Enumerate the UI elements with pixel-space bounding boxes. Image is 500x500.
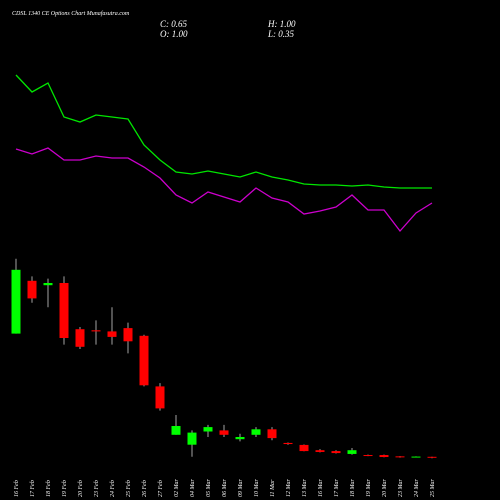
candle-body — [299, 444, 309, 452]
candle-body — [75, 329, 85, 347]
candle-body — [251, 429, 261, 435]
indicator-line — [15, 147, 433, 233]
candle-body — [107, 331, 117, 337]
high-label: H: 1.00 — [267, 19, 296, 29]
x-tick-label: 20 Mar — [382, 479, 388, 497]
candle-body — [171, 426, 181, 435]
candle-body — [363, 455, 373, 457]
candle-body — [283, 442, 293, 445]
candle-body — [219, 430, 229, 435]
candle-body — [347, 450, 357, 454]
x-tick-label: 11 Mar — [270, 479, 276, 497]
candle-body — [395, 456, 405, 458]
x-tick-label: 13 Mar — [302, 479, 308, 497]
x-tick-label: 04 Mar — [189, 479, 196, 497]
x-tick-label: 05 Mar — [206, 479, 212, 497]
x-tick-label: 02 Mar — [174, 479, 180, 497]
candle-body — [123, 328, 133, 342]
candle-body — [11, 269, 21, 334]
x-tick-label: 09 Mar — [238, 479, 244, 497]
candle-body — [331, 451, 341, 454]
candle-body — [379, 455, 389, 458]
candle-body — [139, 335, 149, 386]
x-tick-label: 25 Feb — [126, 480, 132, 497]
candle-body — [155, 386, 165, 409]
x-tick-label: 06 Mar — [222, 479, 228, 497]
candle-body — [43, 283, 53, 286]
close-label: C: 0.65 — [160, 19, 188, 29]
x-tick-label: 20 Feb — [78, 480, 84, 497]
x-tick-label: 10 Mar — [254, 479, 260, 497]
x-tick-label: 27 Feb — [158, 480, 164, 497]
x-tick-label: 12 Mar — [286, 479, 292, 497]
chart-title: CDSL 1340 CE Options Chart Munafasutra.c… — [12, 10, 130, 17]
candle-body — [203, 427, 213, 432]
low-label: L: 0.35 — [267, 29, 295, 39]
x-tick-label: 23 Mar — [398, 479, 404, 497]
indicator-line — [15, 74, 432, 189]
x-tick-label: 17 Feb — [30, 480, 36, 497]
x-tick-label: 19 Feb — [62, 480, 68, 497]
x-tick-label: 17 Mar — [334, 479, 340, 497]
candle-body — [27, 280, 37, 299]
candle-body — [59, 283, 69, 338]
candle-body — [315, 450, 325, 452]
x-tick-label: 18 Feb — [46, 480, 52, 497]
candle-body — [187, 432, 197, 445]
x-tick-label: 19 Mar — [366, 479, 372, 497]
candle-body — [235, 437, 245, 440]
x-tick-label: 23 Feb — [94, 480, 100, 497]
candle-body — [411, 456, 421, 458]
candle-body — [427, 456, 437, 458]
candle-body — [267, 429, 277, 439]
x-tick-label: 16 Mar — [318, 479, 324, 497]
x-tick-label: 24 Feb — [109, 480, 116, 497]
x-tick-label: 26 Feb — [142, 480, 148, 497]
open-label: O: 1.00 — [160, 29, 188, 39]
x-tick-label: 18 Mar — [350, 479, 356, 497]
x-tick-label: 24 Mar — [413, 479, 420, 497]
candle-body — [91, 330, 101, 332]
x-tick-label: 16 Feb — [14, 480, 20, 497]
x-tick-label: 25 Mar — [430, 479, 436, 497]
